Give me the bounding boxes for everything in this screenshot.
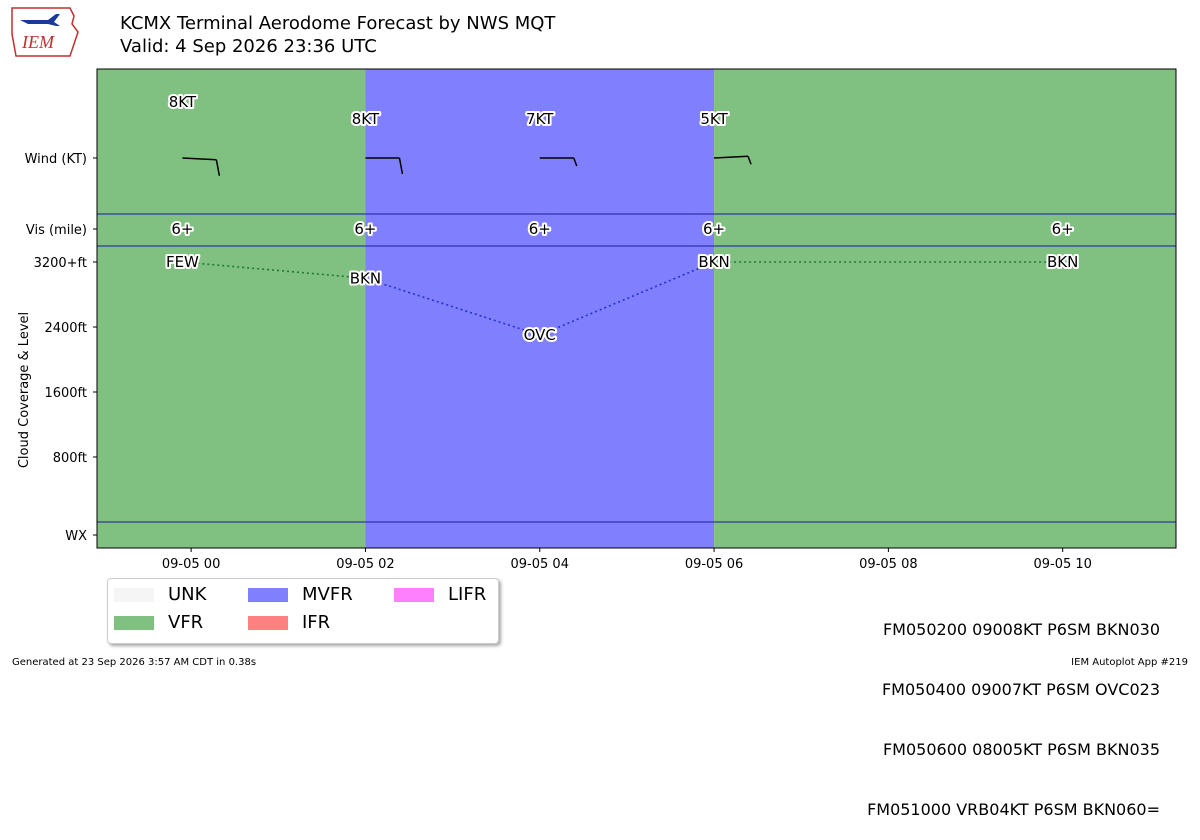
legend-label-ifr: IFR [302, 612, 331, 633]
y-tick-label: 3200+ft [34, 256, 87, 271]
category-band [365, 69, 715, 548]
wind-barb-flag [573, 157, 578, 167]
cloud-line-segment [365, 277, 541, 336]
taf-line: FM051000 VRB04KT P6SM BKN060= [867, 800, 1160, 819]
legend-swatch-ifr [248, 616, 288, 630]
x-tick-label: 09-05 08 [859, 557, 917, 572]
wind-barb-shaft [714, 155, 749, 159]
y-tick-label: 1600ft [44, 386, 87, 401]
y-tick-label: WX [65, 529, 87, 544]
legend-label-lifr: LIFR [448, 584, 487, 605]
legend-item-mvfr: MVFR [248, 585, 353, 605]
legend-label-mvfr: MVFR [302, 584, 353, 605]
legend-swatch-lifr [394, 588, 434, 602]
vis-label: 6+ [529, 220, 551, 238]
vis-label: 6+ [354, 220, 376, 238]
category-band [714, 69, 1176, 548]
cloud-label: BKN [1047, 253, 1078, 271]
wind-barb-flag [215, 159, 221, 176]
wind-barb-shaft [182, 157, 217, 161]
cloud-line-segment [539, 261, 715, 336]
generated-footer: Generated at 23 Sep 2026 3:57 AM CDT in … [12, 657, 257, 668]
y-tick-label: Wind (KT) [25, 152, 87, 167]
wind-barb-flag [398, 157, 404, 175]
app-footer: IEM Autoplot App #219 [1071, 657, 1188, 668]
x-tick-label: 09-05 00 [162, 557, 220, 572]
wind-barb-flag [747, 155, 752, 165]
legend-swatch-mvfr [248, 588, 288, 602]
y-tick-label: 2400ft [44, 321, 87, 336]
legend-swatch-vfr [114, 616, 154, 630]
vis-label: 6+ [171, 220, 193, 238]
legend-swatch-unk [114, 588, 154, 602]
iem-logo: IEM [11, 7, 79, 57]
legend-label-vfr: VFR [168, 612, 204, 633]
cloud-line-segment [182, 261, 366, 280]
y-tick-label: Vis (mile) [26, 223, 87, 238]
vis-label: 6+ [703, 220, 725, 238]
legend-item-lifr: LIFR [394, 585, 486, 605]
vis-label: 6+ [1052, 220, 1074, 238]
wind-speed-label: 8KT [169, 93, 197, 111]
taf-line: FM050400 09007KT P6SM OVC023 [881, 680, 1160, 699]
wind-speed-label: 5KT [700, 110, 728, 128]
cloud-label: BKN [698, 253, 729, 271]
x-tick-label: 09-05 06 [685, 557, 743, 572]
legend-item-unk: UNK [114, 585, 206, 605]
title-line-2: Valid: 4 Sep 2026 23:36 UTC [120, 36, 377, 57]
x-tick-label: 09-05 04 [511, 557, 569, 572]
x-tick-label: 09-05 10 [1033, 557, 1091, 572]
wind-speed-label: 7KT [526, 110, 554, 128]
wind-speed-label: 8KT [352, 110, 380, 128]
logo-text: IEM [21, 32, 55, 52]
legend-item-ifr: IFR [248, 613, 330, 633]
cloud-label: FEW [166, 253, 199, 271]
taf-text-block: FM050200 09008KT P6SM BKN030 FM050400 09… [867, 580, 1160, 840]
airplane-icon [20, 14, 60, 26]
plot-frame [96, 68, 1177, 549]
y-axis-title: Cloud Coverage & Level [17, 312, 32, 468]
cloud-label: BKN [350, 269, 381, 287]
taf-line: FM050200 09008KT P6SM BKN030 [882, 620, 1160, 639]
cloud-label: OVC [524, 326, 556, 344]
category-band [97, 69, 366, 548]
legend-item-vfr: VFR [114, 613, 203, 633]
title-line-1: KCMX Terminal Aerodome Forecast by NWS M… [120, 13, 556, 34]
taf-line: FM050600 08005KT P6SM BKN035 [882, 740, 1160, 759]
chart-title: KCMX Terminal Aerodome Forecast by NWS M… [120, 12, 555, 58]
legend: UNK VFR MVFR IFR LIFR [107, 578, 499, 644]
taf-chart: Wind (KT) Vis (mile) WX 3200+ft 2400ft 1600ft… [17, 68, 1177, 572]
x-tick-label: 09-05 02 [336, 557, 394, 572]
legend-label-unk: UNK [168, 584, 207, 605]
y-tick-label: 800ft [53, 451, 87, 466]
